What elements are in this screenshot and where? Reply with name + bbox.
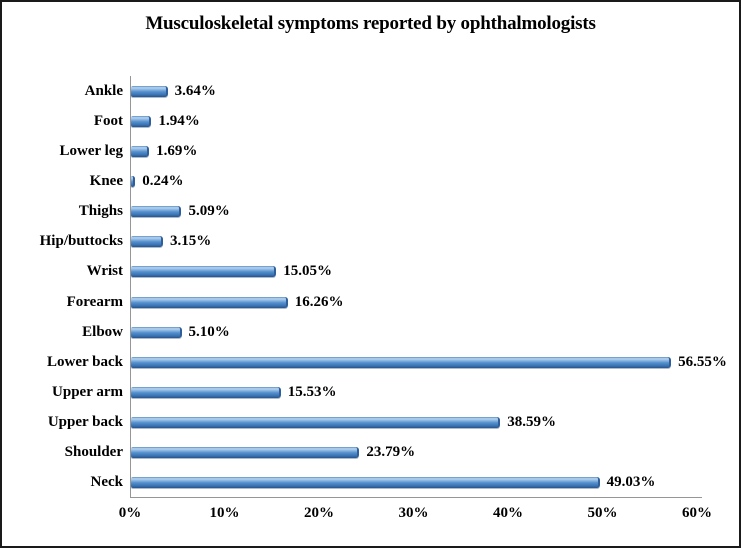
- bar: [131, 206, 182, 218]
- value-label: 23.79%: [366, 444, 416, 461]
- x-tick-label: 30%: [398, 505, 429, 521]
- bar-track: 16.26%: [130, 286, 702, 318]
- bar: [131, 417, 501, 429]
- category-label: Thighs: [78, 203, 123, 220]
- x-tick-label: 10%: [209, 505, 240, 521]
- category-label: Lower leg: [59, 142, 123, 159]
- bar-row: Shoulder 23.79%: [2, 437, 702, 468]
- value-label: 56.55%: [678, 353, 727, 370]
- bar: [131, 326, 182, 338]
- bar: [131, 386, 281, 398]
- category-label: Neck: [90, 474, 124, 491]
- bar-track: 5.10%: [130, 317, 702, 348]
- plot-area: Ankle 3.64% Foot 1.94% Lower leg 1.69% Knee 0.2…: [2, 76, 727, 498]
- value-label: 0.24%: [142, 172, 184, 189]
- bar-track: 5.09%: [130, 196, 702, 227]
- bar-row: Upper back 38.59%: [2, 407, 702, 438]
- x-tick-label: 0%: [118, 505, 142, 521]
- bar-row: Upper arm 15.53%: [2, 377, 702, 408]
- bar: [131, 266, 277, 278]
- bar: [131, 145, 150, 157]
- bar-track: 1.69%: [130, 136, 702, 167]
- chart-title: Musculoskeletal symptoms reported by oph…: [145, 13, 596, 34]
- bar-row: Foot 1.94%: [2, 106, 702, 137]
- bar: [131, 296, 288, 308]
- bar: [131, 85, 168, 97]
- value-label: 5.09%: [188, 203, 230, 220]
- bar-track: 1.94%: [130, 106, 702, 137]
- bar-track: 23.79%: [130, 437, 702, 468]
- bar: [131, 236, 163, 248]
- category-label: Hip/buttocks: [39, 233, 123, 250]
- value-label: 3.64%: [174, 82, 216, 99]
- value-label: 15.05%: [283, 263, 332, 280]
- x-tick-label: 50%: [587, 505, 618, 521]
- bar-row: Forearm 16.26%: [2, 286, 702, 318]
- value-label: 38.59%: [507, 414, 556, 431]
- category-label: Upper arm: [52, 383, 123, 400]
- bar-track: 3.64%: [130, 76, 702, 107]
- bar-row: Lower back 56.55%: [2, 347, 727, 378]
- x-tick-label: 40%: [493, 505, 523, 521]
- bar-row: Elbow 5.10%: [2, 317, 702, 348]
- x-tick-label: 60%: [682, 505, 712, 521]
- value-label: 1.94%: [158, 112, 200, 129]
- value-label: 3.15%: [169, 233, 212, 250]
- value-label: 15.53%: [287, 383, 337, 400]
- category-label: Ankle: [84, 82, 123, 99]
- bar-row: Knee 0.24%: [2, 166, 702, 197]
- bar-track: 0.24%: [130, 166, 702, 197]
- value-label: 5.10%: [188, 323, 230, 340]
- bar: [131, 356, 672, 368]
- category-label: Shoulder: [64, 444, 123, 461]
- x-axis-tick-labels: 0% 10% 20% 30% 40% 50% 60%: [119, 505, 712, 531]
- bar: [131, 477, 600, 489]
- x-axis-line: [130, 497, 702, 498]
- value-label: 16.26%: [294, 293, 344, 310]
- category-label: Knee: [89, 172, 123, 189]
- x-tick-label: 20%: [304, 505, 334, 521]
- bar: [131, 447, 360, 459]
- value-label: 49.03%: [606, 474, 656, 491]
- bar-track: 15.53%: [130, 377, 702, 408]
- bar-row: Hip/buttocks 3.15%: [2, 226, 702, 257]
- bar-track: 3.15%: [130, 226, 702, 257]
- category-label: Elbow: [82, 323, 123, 340]
- bar-track: 38.59%: [130, 407, 702, 438]
- bar-track: 15.05%: [130, 256, 702, 287]
- bar-chart: Ankle 3.64% Foot 1.94% Lower leg 1.69% Knee 0.2…: [2, 76, 727, 531]
- category-label: Wrist: [86, 263, 123, 280]
- bar-row: Wrist 15.05%: [2, 256, 702, 287]
- bar-row: Lower leg 1.69%: [2, 136, 702, 167]
- bar-track: 49.03%: [130, 467, 702, 498]
- bar-row: Neck 49.03%: [2, 467, 702, 498]
- category-label: Lower back: [47, 353, 123, 370]
- bar-row: Ankle 3.64%: [2, 76, 702, 107]
- value-label: 1.69%: [156, 142, 198, 159]
- category-label: Forearm: [66, 293, 123, 310]
- category-label: Upper back: [47, 414, 123, 431]
- category-label: Foot: [93, 112, 123, 129]
- bar-track: 56.55%: [130, 347, 727, 378]
- bar: [131, 115, 152, 127]
- bar-row: Thighs 5.09%: [2, 196, 702, 227]
- bar: [131, 175, 136, 187]
